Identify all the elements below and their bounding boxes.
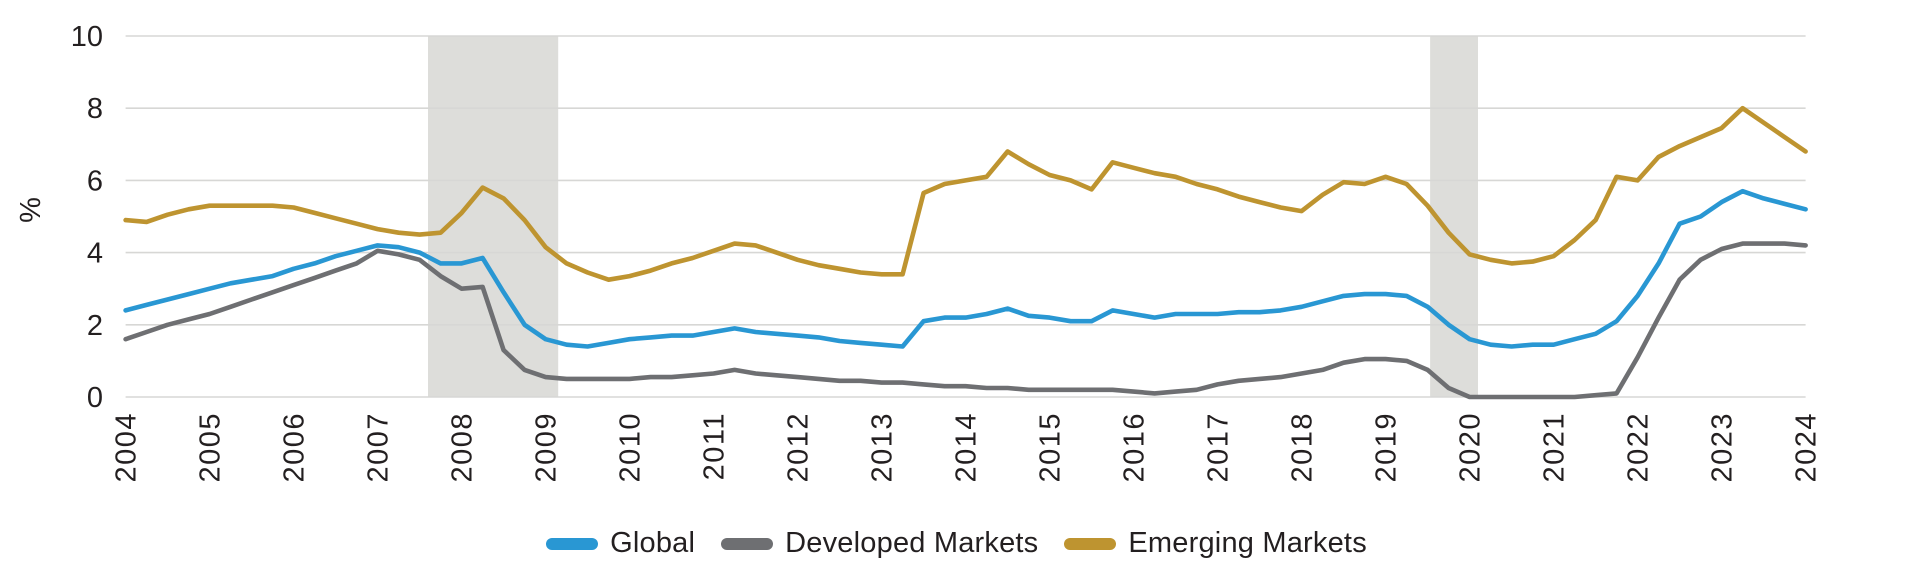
legend-label-developed-markets: Developed Markets (785, 527, 1039, 559)
x-tick-label-2016: 2016 (1119, 412, 1151, 483)
y-tick-label-2: 2 (87, 310, 103, 342)
legend-label-global: Global (610, 527, 696, 559)
y-axis-label: % (15, 197, 47, 223)
x-tick-label-2009: 2009 (531, 412, 563, 483)
x-tick-label-2015: 2015 (1035, 412, 1067, 483)
x-tick-label-2021: 2021 (1539, 412, 1571, 483)
x-tick-label-2012: 2012 (783, 412, 815, 483)
series-line-global (123, 188, 1808, 349)
series-line-emerging-markets (123, 105, 1808, 283)
x-tick-label-2014: 2014 (951, 412, 983, 483)
x-tick-label-2013: 2013 (867, 412, 899, 483)
y-tick-label-6: 6 (87, 165, 103, 197)
x-tick-label-2007: 2007 (363, 412, 395, 483)
recession-band-2008 (428, 36, 559, 397)
x-tick-label-2005: 2005 (195, 412, 227, 483)
x-tick-label-2022: 2022 (1623, 412, 1655, 483)
y-tick-label-10: 10 (71, 21, 103, 53)
series-line-developed-markets (123, 241, 1808, 400)
x-tick-label-2006: 2006 (279, 412, 311, 483)
x-tick-label-2008: 2008 (447, 412, 479, 483)
legend-item-global: Global (546, 527, 695, 560)
legend-swatch-emerging-markets (1064, 537, 1117, 550)
x-tick-label-2020: 2020 (1455, 412, 1487, 483)
legend-label-emerging-markets: Emerging Markets (1128, 527, 1367, 559)
legend-swatch-global (546, 537, 599, 550)
x-tick-label-2018: 2018 (1287, 412, 1319, 483)
x-tick-label-2023: 2023 (1707, 412, 1739, 483)
y-tick-label-0: 0 (87, 382, 103, 414)
y-tick-label-4: 4 (87, 238, 103, 270)
x-tick-label-2010: 2010 (615, 412, 647, 483)
chart-legend: Global Developed Markets Emerging Market… (0, 527, 1913, 560)
legend-item-developed-markets: Developed Markets (721, 527, 1038, 560)
legend-item-emerging-markets: Emerging Markets (1064, 527, 1367, 560)
x-tick-label-2019: 2019 (1371, 412, 1403, 483)
x-tick-label-2017: 2017 (1203, 412, 1235, 483)
x-tick-label-2011: 2011 (699, 412, 731, 480)
legend-swatch-developed-markets (721, 537, 774, 550)
y-tick-label-8: 8 (87, 93, 103, 125)
x-tick-label-2004: 2004 (111, 412, 143, 483)
x-tick-label-2024: 2024 (1791, 412, 1823, 483)
